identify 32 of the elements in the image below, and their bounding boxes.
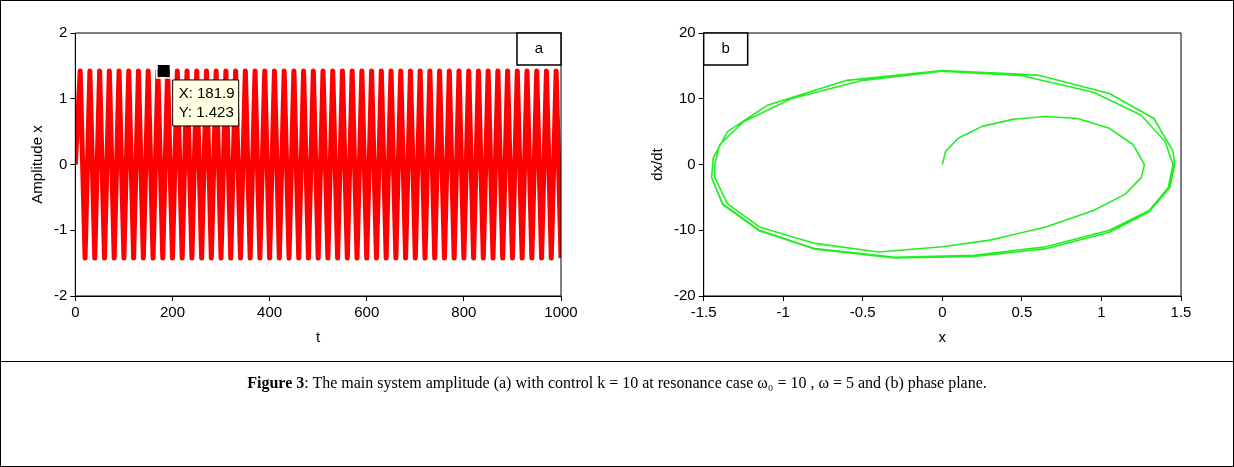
x-tick-label: -1 [776,303,790,321]
y-tick-label: -20 [673,286,696,304]
y-tick-label: 20 [678,23,696,41]
annotation: a [534,39,544,57]
x-axis-title: t [316,328,322,346]
y-tick-label: 1 [58,88,68,106]
x-tick-label: 0 [938,303,947,321]
y-tick-label: 0 [687,154,696,172]
x-tick-label: -0.5 [849,303,876,321]
x-tick-label: 400 [257,303,283,321]
x-tick-label: 1 [1097,303,1106,321]
y-tick-label: 0 [58,154,68,172]
x-tick-label: 0.5 [1011,303,1033,321]
x-tick-label: -1.5 [690,303,717,321]
x-tick-label: 800 [451,303,477,321]
x-tick-label: 200 [159,303,185,321]
text: : The main system amplitude (a) with control k = 10 at resonance case ω₀ = 10 , ω = 5 and (b) phase plane. [304,374,987,391]
y-tick-label: 2 [58,23,68,41]
x-tick-label: 600 [354,303,380,321]
y-axis-title: Amplitude x [28,124,46,204]
y-axis-title: dx/dt [648,147,666,181]
x-tick-label: 1000 [544,303,578,321]
x-tick-label: 0 [71,303,80,321]
annotation: X: 181.9 Y: 1.423 [178,84,235,121]
y-tick-label: -10 [673,220,696,238]
annotation: b [721,39,730,57]
x-tick-label: 1.5 [1170,303,1192,321]
y-tick-label: -1 [53,220,68,238]
y-tick-label: 10 [678,88,696,106]
y-tick-label: -2 [53,286,68,304]
caption: Figure 3 [247,374,305,391]
x-axis-title: x [938,328,947,346]
